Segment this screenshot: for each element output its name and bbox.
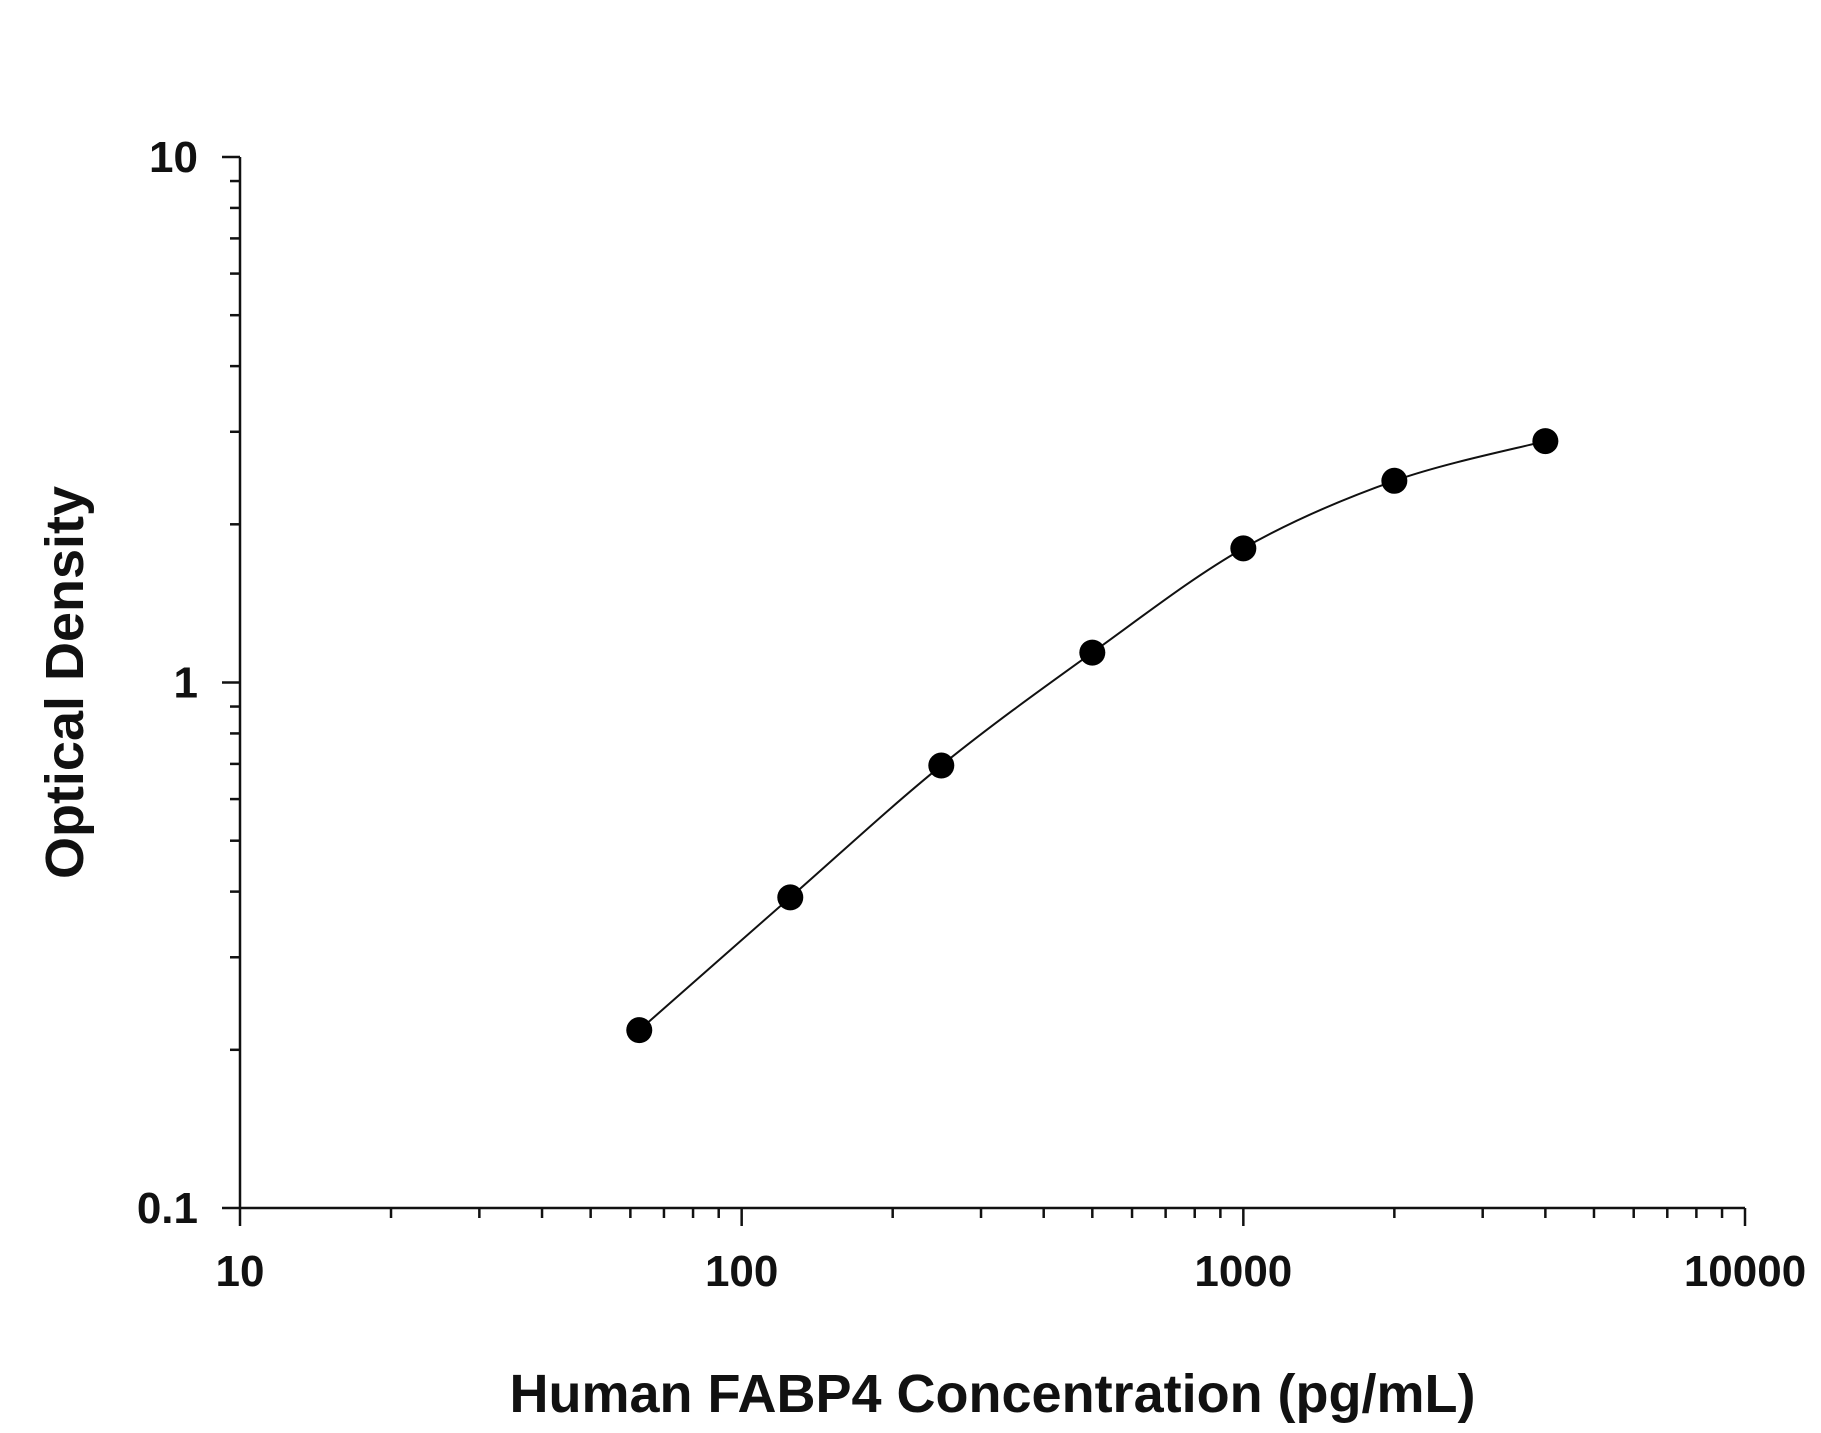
- data-point: [928, 752, 955, 779]
- data-point: [1230, 535, 1257, 562]
- x-tick-label: 10000: [1684, 1247, 1806, 1296]
- fit-curve: [638, 440, 1546, 1031]
- x-tick-labels: 10 100 1000 10000: [216, 1247, 1807, 1296]
- data-points: [626, 428, 1559, 1044]
- x-axis-title: Human FABP4 Concentration (pg/mL): [509, 1364, 1475, 1424]
- data-point: [1381, 467, 1408, 494]
- y-tick-label: 10: [149, 133, 198, 182]
- data-point: [626, 1017, 653, 1044]
- y-tick-labels: 0.1 1 10: [137, 133, 198, 1233]
- data-point: [1079, 639, 1106, 666]
- data-point: [777, 884, 804, 911]
- y-tick-label: 0.1: [137, 1184, 198, 1233]
- x-axis: 10 100 1000 10000: [216, 1206, 1807, 1296]
- y-major-ticks: [222, 155, 240, 1210]
- y-axis-title: Optical Density: [35, 486, 95, 879]
- x-tick-label: 1000: [1194, 1247, 1292, 1296]
- x-tick-label: 100: [705, 1247, 778, 1296]
- x-minor-ticks: [389, 1208, 1724, 1218]
- y-minor-ticks: [230, 179, 240, 1052]
- y-tick-label: 1: [174, 659, 198, 708]
- data-point: [1532, 428, 1559, 455]
- y-axis: 0.1 1 10: [137, 133, 242, 1233]
- x-major-ticks: [238, 1208, 1747, 1226]
- x-tick-label: 10: [216, 1247, 265, 1296]
